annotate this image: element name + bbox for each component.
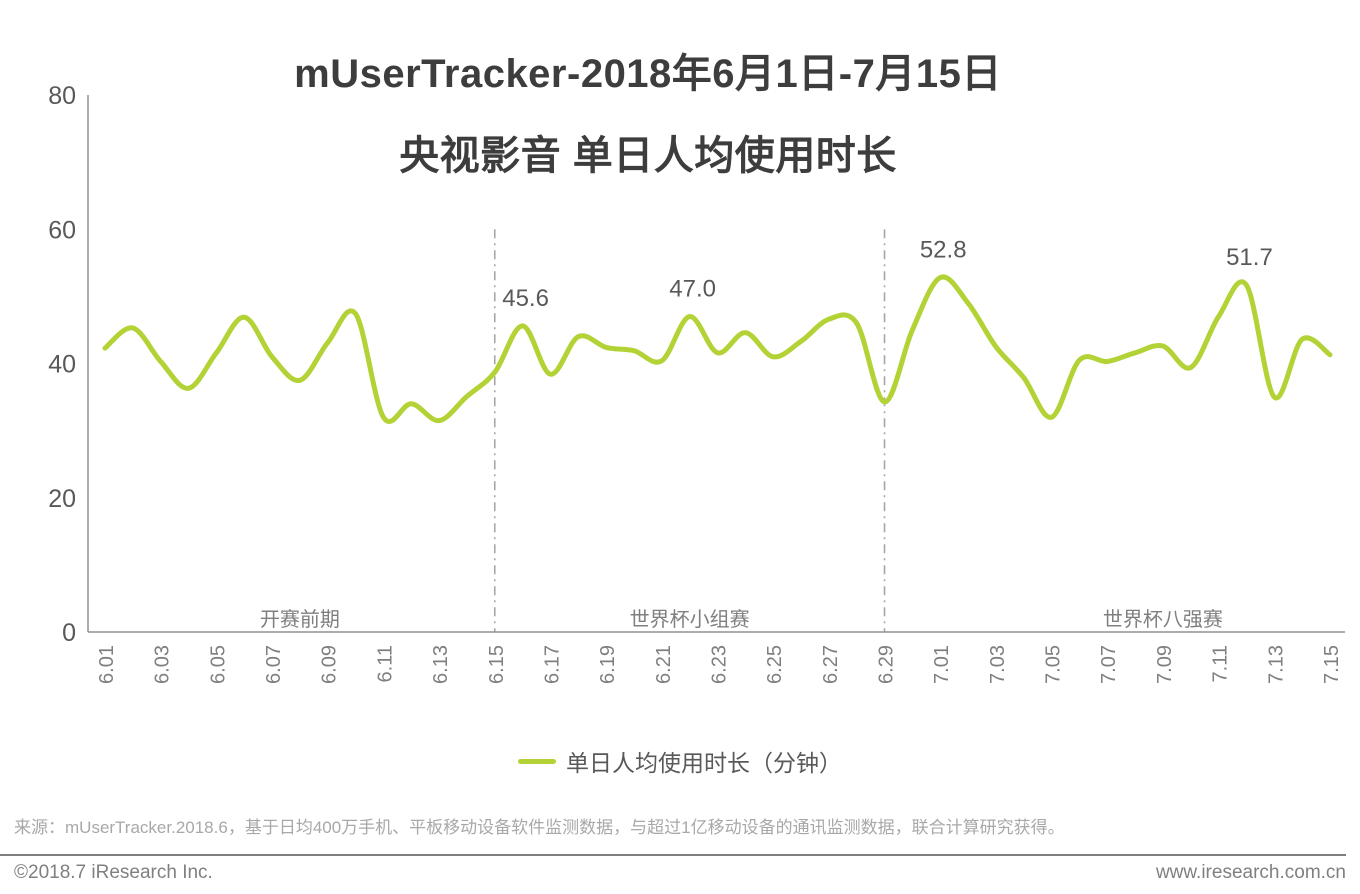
phase-label: 开赛前期 bbox=[260, 608, 340, 631]
chart-title-line2: 央视影音 单日人均使用时长 bbox=[399, 134, 897, 178]
legend-label: 单日人均使用时长（分钟） bbox=[566, 750, 842, 776]
chart-title-line1: mUserTracker-2018年6月1日-7月15日 bbox=[294, 52, 1002, 96]
phase-label: 世界杯八强赛 bbox=[1103, 608, 1223, 631]
x-tick-label: 6.17 bbox=[541, 645, 563, 684]
x-tick-label: 6.23 bbox=[708, 645, 730, 684]
x-tick-label: 6.05 bbox=[207, 645, 229, 684]
phase-label: 世界杯小组赛 bbox=[630, 608, 750, 631]
y-tick-label: 20 bbox=[48, 485, 76, 513]
x-tick-label: 6.27 bbox=[820, 645, 842, 684]
footer-divider bbox=[0, 854, 1346, 856]
x-tick-label: 7.09 bbox=[1154, 645, 1176, 684]
x-tick-label: 7.15 bbox=[1321, 645, 1343, 684]
usage-line-series bbox=[102, 274, 1333, 424]
x-tick-label: 7.11 bbox=[1210, 645, 1232, 682]
chart-title: mUserTracker-2018年6月1日-7月15日 央视影音 单日人均使用… bbox=[0, 33, 1296, 197]
x-tick-label: 7.07 bbox=[1098, 645, 1120, 684]
y-tick-label: 60 bbox=[48, 216, 76, 244]
peak-value-label: 52.8 bbox=[920, 237, 967, 264]
footer: ©2018.7 iResearch Inc. www.iresearch.com… bbox=[14, 862, 1346, 884]
x-tick-label: 7.05 bbox=[1043, 645, 1065, 684]
x-tick-label: 7.13 bbox=[1265, 645, 1287, 684]
x-tick-label: 6.25 bbox=[764, 645, 786, 684]
peak-value-label: 47.0 bbox=[669, 276, 716, 303]
x-tick-label: 6.15 bbox=[486, 645, 508, 684]
y-tick-label: 80 bbox=[48, 82, 76, 110]
peak-value-label: 51.7 bbox=[1226, 244, 1273, 271]
x-tick-label: 6.13 bbox=[430, 645, 452, 684]
x-tick-label: 7.03 bbox=[987, 645, 1009, 684]
x-tick-label: 6.29 bbox=[876, 645, 898, 684]
source-note: 来源：mUserTracker.2018.6，基于日均400万手机、平板移动设备… bbox=[14, 818, 1065, 837]
x-tick-label: 6.21 bbox=[653, 645, 675, 684]
footer-website: www.iresearch.com.cn bbox=[1155, 862, 1346, 883]
x-tick-label: 6.11 bbox=[374, 645, 396, 682]
y-tick-label: 0 bbox=[62, 619, 76, 647]
x-tick-label: 7.01 bbox=[931, 645, 953, 684]
y-tick-label: 40 bbox=[48, 351, 76, 379]
x-tick-label: 6.09 bbox=[319, 645, 341, 684]
x-tick-label: 6.03 bbox=[152, 645, 174, 684]
x-tick-label: 6.19 bbox=[597, 645, 619, 684]
footer-copyright: ©2018.7 iResearch Inc. bbox=[14, 862, 213, 883]
legend-line-swatch bbox=[518, 758, 556, 764]
peak-value-label: 45.6 bbox=[502, 285, 549, 312]
x-tick-label: 6.07 bbox=[263, 645, 285, 684]
x-tick-label: 6.01 bbox=[96, 645, 118, 684]
chart-legend: 单日人均使用时长（分钟） bbox=[0, 744, 1360, 778]
